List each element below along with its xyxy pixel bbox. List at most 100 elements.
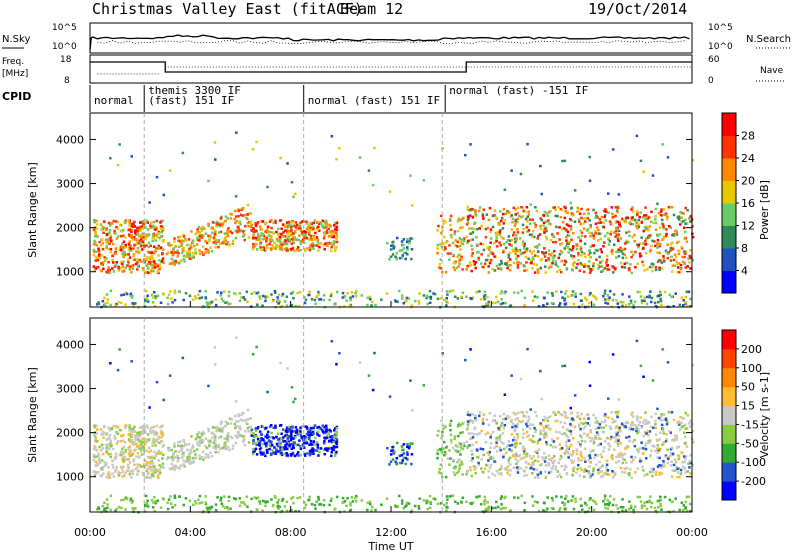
velocity-cell: [544, 464, 548, 467]
power-cell: [683, 230, 687, 234]
power-cell: [289, 229, 293, 232]
power-cell: [659, 297, 662, 301]
power-cell: [482, 208, 485, 211]
power-cell: [637, 218, 640, 222]
velocity-cell: [627, 435, 631, 438]
power-cell: [127, 233, 131, 236]
noise-panel-frame: [89, 22, 693, 54]
power-cell: [608, 220, 612, 223]
power-cell: [673, 253, 677, 256]
velocity-cell: [266, 436, 269, 439]
power-cell: [197, 231, 200, 234]
power-cell: [127, 261, 130, 265]
power-cell: [504, 262, 507, 265]
velocity-cell: [93, 444, 96, 448]
power-cell: [261, 304, 264, 307]
velocity-cell: [114, 452, 118, 455]
velocity-cell: [330, 451, 333, 454]
power-cell: [235, 219, 238, 223]
power-cell: [140, 245, 143, 248]
velocity-cell: [149, 449, 152, 452]
power-cell: [665, 218, 669, 221]
velocity-cell: [621, 461, 625, 465]
velocity-cell: [186, 448, 189, 452]
power-cell: [292, 235, 295, 239]
power-cell: [226, 217, 229, 220]
velocity-cell: [594, 434, 597, 438]
power-cell: [126, 260, 130, 263]
power-cell: [476, 251, 479, 254]
velocity-cell: [112, 475, 116, 478]
power-cell: [253, 291, 256, 294]
velocity-cell: [137, 431, 141, 434]
velocity-cell: [131, 469, 135, 472]
power-cell: [327, 227, 330, 231]
power-cell: [545, 238, 549, 241]
velocity-cell: [159, 432, 163, 435]
power-cell: [491, 252, 495, 256]
power-cell: [302, 230, 306, 233]
velocity-cell: [456, 502, 460, 505]
power-cell: [297, 238, 300, 242]
velocity-cell: [196, 441, 199, 445]
power-cell: [224, 301, 227, 304]
power-cell: [461, 238, 464, 242]
power-cell: [269, 248, 273, 252]
power-cell: [150, 264, 153, 267]
velocity-cell: [536, 474, 540, 478]
power-cell: [256, 221, 260, 224]
power-cell: [417, 300, 420, 303]
velocity-cell: [488, 450, 491, 454]
power-cell: [619, 261, 623, 265]
velocity-cell: [326, 449, 329, 452]
velocity-cell: [239, 427, 242, 431]
velocity-cell: [124, 508, 127, 511]
power-cell: [335, 290, 339, 294]
velocity-cell: [527, 462, 530, 465]
velocity-cell: [512, 411, 515, 415]
velocity-cell: [256, 508, 259, 512]
power-cell: [128, 268, 132, 271]
velocity-cell: [501, 507, 505, 510]
velocity-cell: [481, 470, 484, 474]
power-cell: [691, 158, 695, 162]
power-cell: [286, 230, 289, 234]
noise-left-tick-bottom: 10^0: [52, 42, 77, 52]
power-cell: [213, 235, 216, 239]
power-cell: [152, 269, 155, 273]
power-cell: [617, 229, 621, 233]
power-cell: [588, 231, 591, 235]
power-cell: [143, 254, 147, 257]
velocity-cell: [465, 440, 469, 443]
power-cell: [588, 293, 591, 297]
power-cell: [543, 255, 547, 258]
velocity-cell: [631, 428, 635, 431]
velocity-cell: [132, 460, 135, 463]
power-cell: [588, 179, 592, 182]
power-cell: [508, 243, 511, 246]
power-cell: [136, 226, 139, 230]
power-cell: [152, 245, 156, 248]
power-cell: [669, 259, 673, 262]
power-cell: [621, 218, 625, 222]
power-cell: [307, 231, 311, 235]
velocity-cell: [335, 440, 339, 444]
velocity-cell: [191, 444, 195, 447]
velocity-cell: [165, 457, 169, 461]
velocity-cell: [335, 450, 338, 454]
power-cell: [507, 264, 510, 267]
velocity-cell: [152, 437, 155, 441]
power-cell: [287, 220, 291, 224]
power-cell: [401, 294, 404, 297]
power-cell: [598, 218, 602, 221]
velocity-cell: [644, 447, 648, 451]
velocity-cell: [623, 447, 627, 450]
power-cell: [607, 243, 611, 246]
power-cell: [288, 238, 291, 242]
velocity-cell: [514, 443, 518, 447]
power-cell: [503, 188, 507, 191]
power-cell: [536, 268, 540, 271]
power-cell: [127, 228, 130, 232]
power-cell: [171, 250, 175, 253]
